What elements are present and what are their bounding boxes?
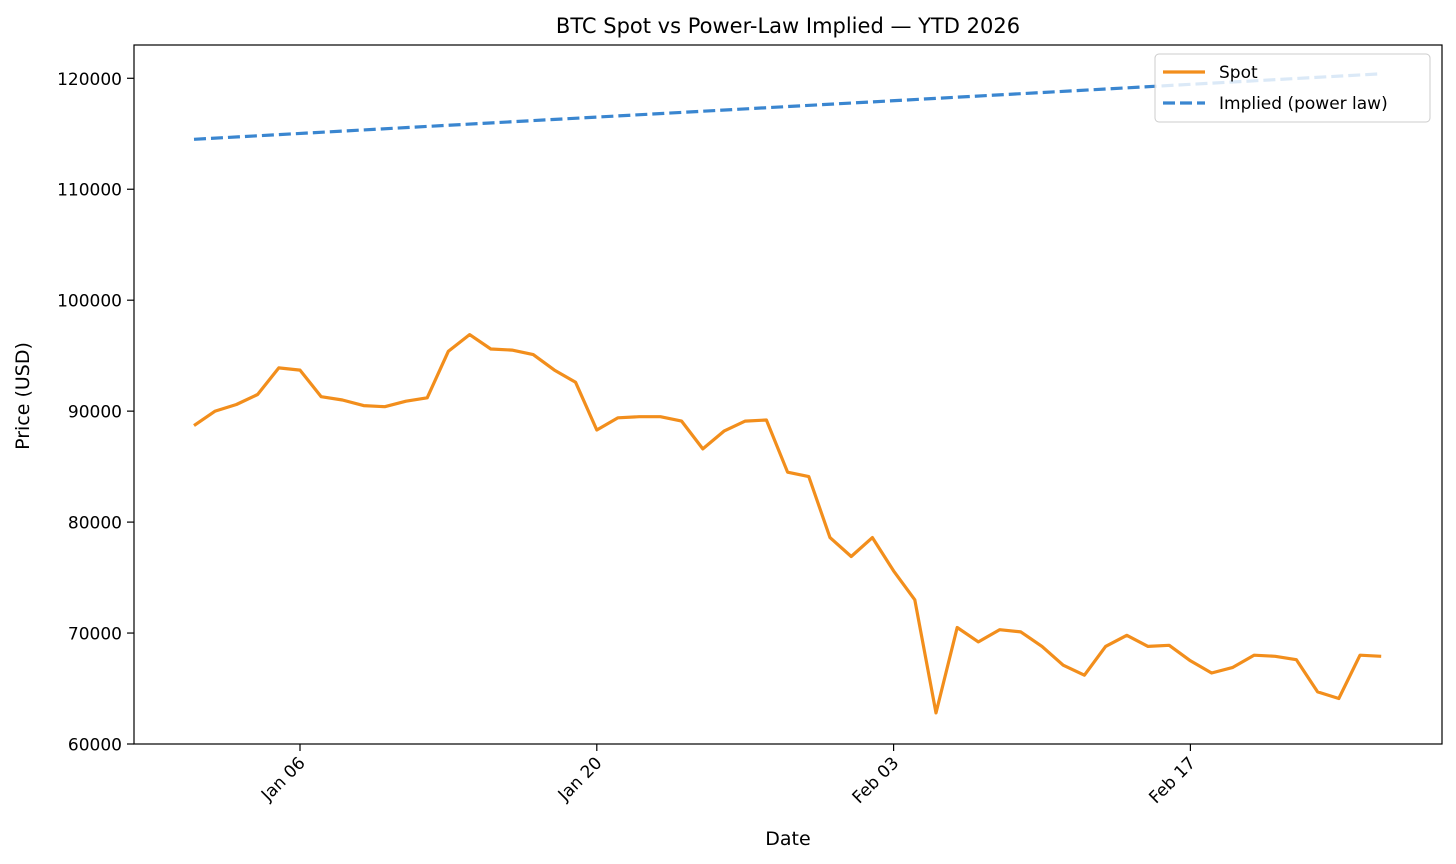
x-tick-label: Jan 20 [554, 753, 607, 806]
legend-label: Implied (power law) [1219, 94, 1388, 114]
x-tick-label: Feb 17 [1145, 753, 1200, 808]
x-tick-label: Feb 03 [849, 753, 904, 808]
y-tick-label: 120000 [57, 70, 122, 90]
y-tick-label: 90000 [68, 403, 122, 423]
y-axis: 60000 70000 80000 90000 100000 110000 120000 [57, 70, 134, 756]
y-tick-label: 70000 [68, 625, 122, 645]
y-axis-label: Price (USD) [12, 342, 34, 450]
y-tick-label: 80000 [68, 514, 122, 534]
plot-area [193, 72, 1382, 715]
y-tick-label: 60000 [68, 736, 122, 756]
legend-box [1154, 53, 1431, 123]
legend: Spot Implied (power law) [1154, 53, 1431, 123]
chart-title: BTC Spot vs Power-Law Implied — YTD 2026 [556, 14, 1020, 38]
y-tick-label: 100000 [57, 292, 122, 312]
x-tick-label: Jan 06 [257, 753, 310, 806]
x-axis: Jan 06 Jan 20 Feb 03 Feb 17 [257, 744, 1200, 808]
plot-frame [133, 44, 1443, 745]
x-axis-label: Date [765, 828, 810, 850]
series-line-spot [193, 333, 1382, 715]
legend-label: Spot [1219, 63, 1258, 83]
y-tick-label: 110000 [57, 181, 122, 201]
